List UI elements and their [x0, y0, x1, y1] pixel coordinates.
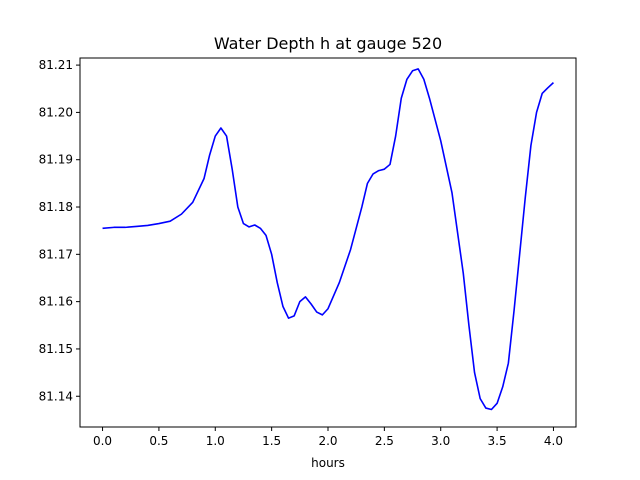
x-tick-label: 2.0: [318, 434, 337, 448]
x-tick-label: 0.5: [149, 434, 168, 448]
x-axis-ticks: 0.0 0.5 1.0 1.5 2.0 2.5 3.0 3.5 4.0: [93, 427, 563, 448]
y-tick-label: 81.21: [39, 58, 73, 72]
x-tick-label: 3.0: [431, 434, 450, 448]
y-tick-label: 81.16: [39, 295, 73, 309]
plot-area: 0.0 0.5 1.0 1.5 2.0 2.5 3.0 3.5 4.0 81.1481.1581…: [39, 57, 577, 448]
y-tick-label: 81.18: [39, 200, 73, 214]
x-tick-label: 1.5: [262, 434, 281, 448]
y-tick-label: 81.20: [39, 105, 73, 119]
chart-title: Water Depth h at gauge 520: [214, 34, 442, 53]
x-tick-label: 2.5: [375, 434, 394, 448]
y-tick-label: 81.14: [39, 389, 73, 403]
y-axis-ticks: 81.14 81.15 81.16 81.17 81.18 81.19 81.20 81.21: [39, 58, 80, 403]
x-tick-label: 1.0: [206, 434, 225, 448]
x-tick-label: 0.0: [93, 434, 112, 448]
x-tick-label: 3.5: [488, 434, 507, 448]
y-tick-label: 81.19: [39, 153, 73, 167]
series-line-0: [102, 68, 554, 411]
series-group: [102, 68, 554, 411]
y-tick-label: 81.17: [39, 247, 73, 261]
y-tick-label: 81.15: [39, 342, 73, 356]
x-tick-label: 4.0: [544, 434, 563, 448]
x-axis-label: hours: [311, 456, 345, 470]
